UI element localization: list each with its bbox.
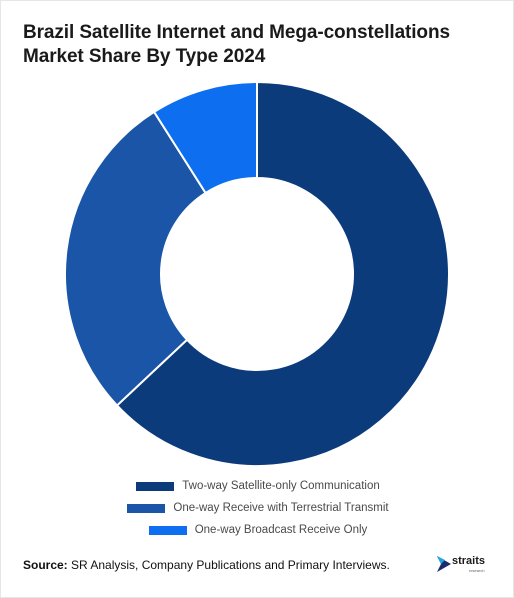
- legend-swatch: [127, 503, 166, 513]
- logo-subtext: research: [469, 568, 485, 573]
- straits-logo-icon: [437, 556, 451, 572]
- chart-legend: Two-way Satellite-only Communication One…: [1, 475, 514, 541]
- legend-label: One-way Broadcast Receive Only: [194, 524, 368, 536]
- slice-one-way-terrestrial: [64, 110, 207, 407]
- legend-swatch: [148, 525, 187, 535]
- source-text: SR Analysis, Company Publications and Pr…: [67, 558, 390, 572]
- legend-label: Two-way Satellite-only Communication: [182, 480, 380, 492]
- legend-swatch: [136, 481, 175, 491]
- chart-title: Brazil Satellite Internet and Mega-const…: [23, 22, 450, 67]
- slice-broadcast: [152, 80, 258, 195]
- slice-two-way: [115, 80, 450, 467]
- donut-chart: [64, 80, 450, 467]
- legend-item-one-way-terrestrial: One-way Receive with Terrestrial Transmi…: [1, 497, 514, 519]
- slices-group: [64, 80, 450, 467]
- source-note: Source: SR Analysis, Company Publication…: [23, 558, 390, 572]
- straits-logo: straits research: [436, 554, 492, 576]
- source-label: Source:: [23, 558, 68, 572]
- legend-item-two-way: Two-way Satellite-only Communication: [1, 475, 514, 497]
- legend-item-broadcast: One-way Broadcast Receive Only: [1, 519, 514, 541]
- legend-label: One-way Receive with Terrestrial Transmi…: [173, 502, 389, 514]
- logo-wordmark: straits: [452, 555, 486, 567]
